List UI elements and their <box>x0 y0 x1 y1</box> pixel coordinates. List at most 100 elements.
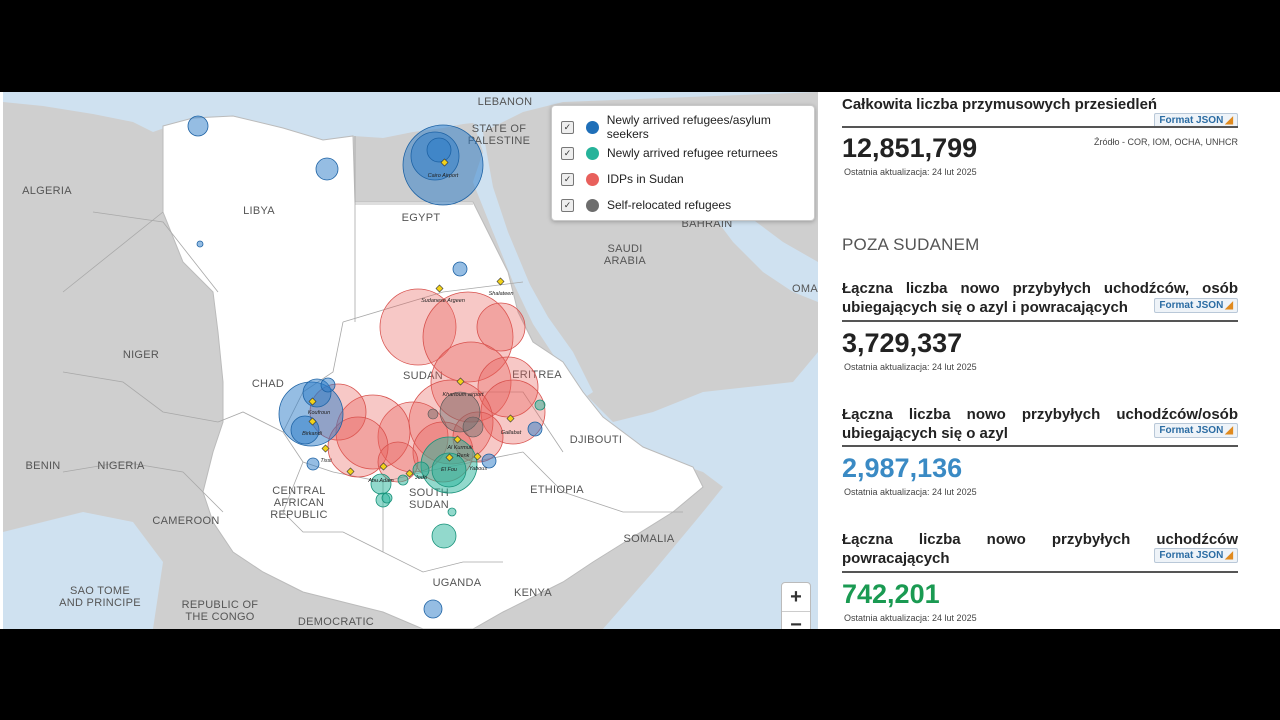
idp-bubble <box>476 302 526 352</box>
label-oman: OMA <box>792 283 818 295</box>
crossing-marker <box>379 462 388 471</box>
place-labels: Cairo Airport Sudanese Argeen Shalateen … <box>302 173 522 484</box>
label-congo-1: REPUBLIC OF <box>182 599 259 611</box>
json-button-label: Format JSON <box>1159 425 1224 436</box>
refugee-bubble <box>423 599 443 619</box>
json-button-label: Format JSON <box>1159 300 1224 311</box>
legend-label-idps: IDPs in Sudan <box>607 172 684 186</box>
label-lebanon: LEBANON <box>478 96 533 108</box>
crossing-marker <box>440 158 449 167</box>
place-gallabat: Gallabat <box>501 430 522 436</box>
label-sudan: SUDAN <box>403 370 443 382</box>
stats-panel: Całkowita liczba przymusowych przesiedle… <box>842 92 1238 629</box>
place-joda: Joda <box>414 475 427 481</box>
rss-icon: ◢ <box>1225 425 1233 436</box>
self-relocated-bubble <box>427 408 439 420</box>
label-car-1: CENTRAL <box>272 485 325 497</box>
returnee-bubble <box>370 473 392 495</box>
label-cameroon: CAMEROON <box>152 515 219 527</box>
stat-json-button-refugees-returnees[interactable]: Format JSON ◢ <box>1154 298 1238 313</box>
region-highlight <box>162 115 704 629</box>
place-tissi: Tissi <box>320 458 332 464</box>
label-congo-2: THE CONGO <box>185 611 254 623</box>
legend-checkbox-refugees[interactable]: ✓ <box>561 120 574 134</box>
label-car-3: REPUBLIC <box>270 509 327 521</box>
place-shalateen: Shalateen <box>489 291 514 297</box>
refugee-bubble <box>527 421 543 437</box>
legend-checkbox-idps[interactable]: ✓ <box>561 172 574 186</box>
stat-json-button-returnees[interactable]: Format JSON ◢ <box>1154 548 1238 563</box>
legend-checkbox-returnees[interactable]: ✓ <box>561 146 574 160</box>
json-button-label: Format JSON <box>1159 115 1224 126</box>
label-kenya: KENYA <box>514 587 552 599</box>
legend-checkbox-self-relocated[interactable]: ✓ <box>561 198 574 212</box>
crossing-marker <box>405 469 414 478</box>
map-legend: ✓ Newly arrived refugees/asylum seekers … <box>551 105 815 221</box>
refugee-bubble <box>320 377 336 393</box>
legend-item-returnees[interactable]: ✓ Newly arrived refugee returnees <box>561 143 778 163</box>
place-birkandi: Birkandi <box>302 431 323 437</box>
crossing-markers <box>308 158 515 478</box>
legend-item-refugees[interactable]: ✓ Newly arrived refugees/asylum seekers <box>561 113 814 141</box>
idp-bubble <box>422 291 514 383</box>
place-cairo: Cairo Airport <box>428 173 459 179</box>
sea-mediterranean <box>3 92 483 136</box>
crossing-marker <box>453 435 462 444</box>
label-saudi-2: ARABIA <box>604 255 647 267</box>
self-relocated-bubble <box>462 416 484 438</box>
label-djibouti: DJIBOUTI <box>570 434 623 446</box>
refugee-bubble <box>426 137 452 163</box>
rss-icon: ◢ <box>1225 115 1233 126</box>
returnee-bubble <box>447 507 457 517</box>
place-renk: Renk <box>457 453 470 459</box>
self-relocated-bubbles <box>427 391 484 438</box>
zoom-control: + − <box>781 582 811 629</box>
returnee-bubble <box>431 452 467 488</box>
legend-item-idps[interactable]: ✓ IDPs in Sudan <box>561 169 684 189</box>
zoom-in-button[interactable]: + <box>782 583 810 612</box>
stat-json-button-refugees[interactable]: Format JSON ◢ <box>1154 423 1238 438</box>
stat-value-refugees-returnees: 3,729,337 <box>842 328 963 358</box>
place-yabous: Yabous <box>469 466 487 472</box>
sea-atlantic <box>3 512 163 629</box>
crossing-marker <box>456 377 465 386</box>
crossing-marker <box>435 284 444 293</box>
label-libya: LIBYA <box>243 205 275 217</box>
place-koufroun: Koufroun <box>308 410 330 416</box>
refugee-bubble <box>306 457 320 471</box>
refugee-bubbles <box>187 115 543 619</box>
returnee-bubble <box>534 399 546 411</box>
label-chad: CHAD <box>252 378 284 390</box>
crossing-marker <box>346 467 355 476</box>
label-palestine-2: PALESTINE <box>468 135 530 147</box>
label-somalia: SOMALIA <box>623 533 674 545</box>
refugee-bubble <box>187 115 209 137</box>
legend-dot-returnees <box>586 146 599 160</box>
label-saudi-1: SAUDI <box>607 243 642 255</box>
place-khartoum: Khartoum airport <box>443 392 484 398</box>
stat-updated-refugees-returnees: Ostatnia aktualizacja: 24 lut 2025 <box>844 362 977 372</box>
data-source: Źródło - COR, IOM, OCHA, UNHCR <box>1093 137 1238 147</box>
label-bahrain: BAHRAIN <box>682 218 733 230</box>
returnee-bubble <box>431 523 457 549</box>
legend-dot-self-relocated <box>586 198 599 212</box>
returnee-bubble <box>381 492 393 504</box>
stat-value-refugees: 2,987,136 <box>842 453 963 483</box>
map-view[interactable]: LEBANON STATE OF PALESTINE ALGERIA LIBYA… <box>3 92 818 629</box>
legend-item-self-relocated[interactable]: ✓ Self-relocated refugees <box>561 195 731 215</box>
label-palestine-1: STATE OF <box>472 123 527 135</box>
returnee-bubbles <box>370 399 546 549</box>
rss-icon: ◢ <box>1225 550 1233 561</box>
label-sao-tome-1: SAO TOME <box>70 585 130 597</box>
place-sudanese-argeen: Sudanese Argeen <box>421 298 465 304</box>
stat-title-refugees: Łączna liczba nowo przybyłych uchodźców/… <box>842 406 1238 442</box>
crossing-marker <box>496 277 505 286</box>
idp-bubble <box>327 416 389 478</box>
refugee-bubble <box>196 240 204 248</box>
zoom-out-button[interactable]: − <box>790 614 802 629</box>
stat-updated-refugees: Ostatnia aktualizacja: 24 lut 2025 <box>844 487 977 497</box>
stat-title-refugees-returnees: Łączna liczba nowo przybyłych uchodźców,… <box>842 280 1238 316</box>
returnee-bubble <box>397 474 409 486</box>
label-egypt: EGYPT <box>402 212 441 224</box>
legend-label-refugees: Newly arrived refugees/asylum seekers <box>606 113 771 141</box>
